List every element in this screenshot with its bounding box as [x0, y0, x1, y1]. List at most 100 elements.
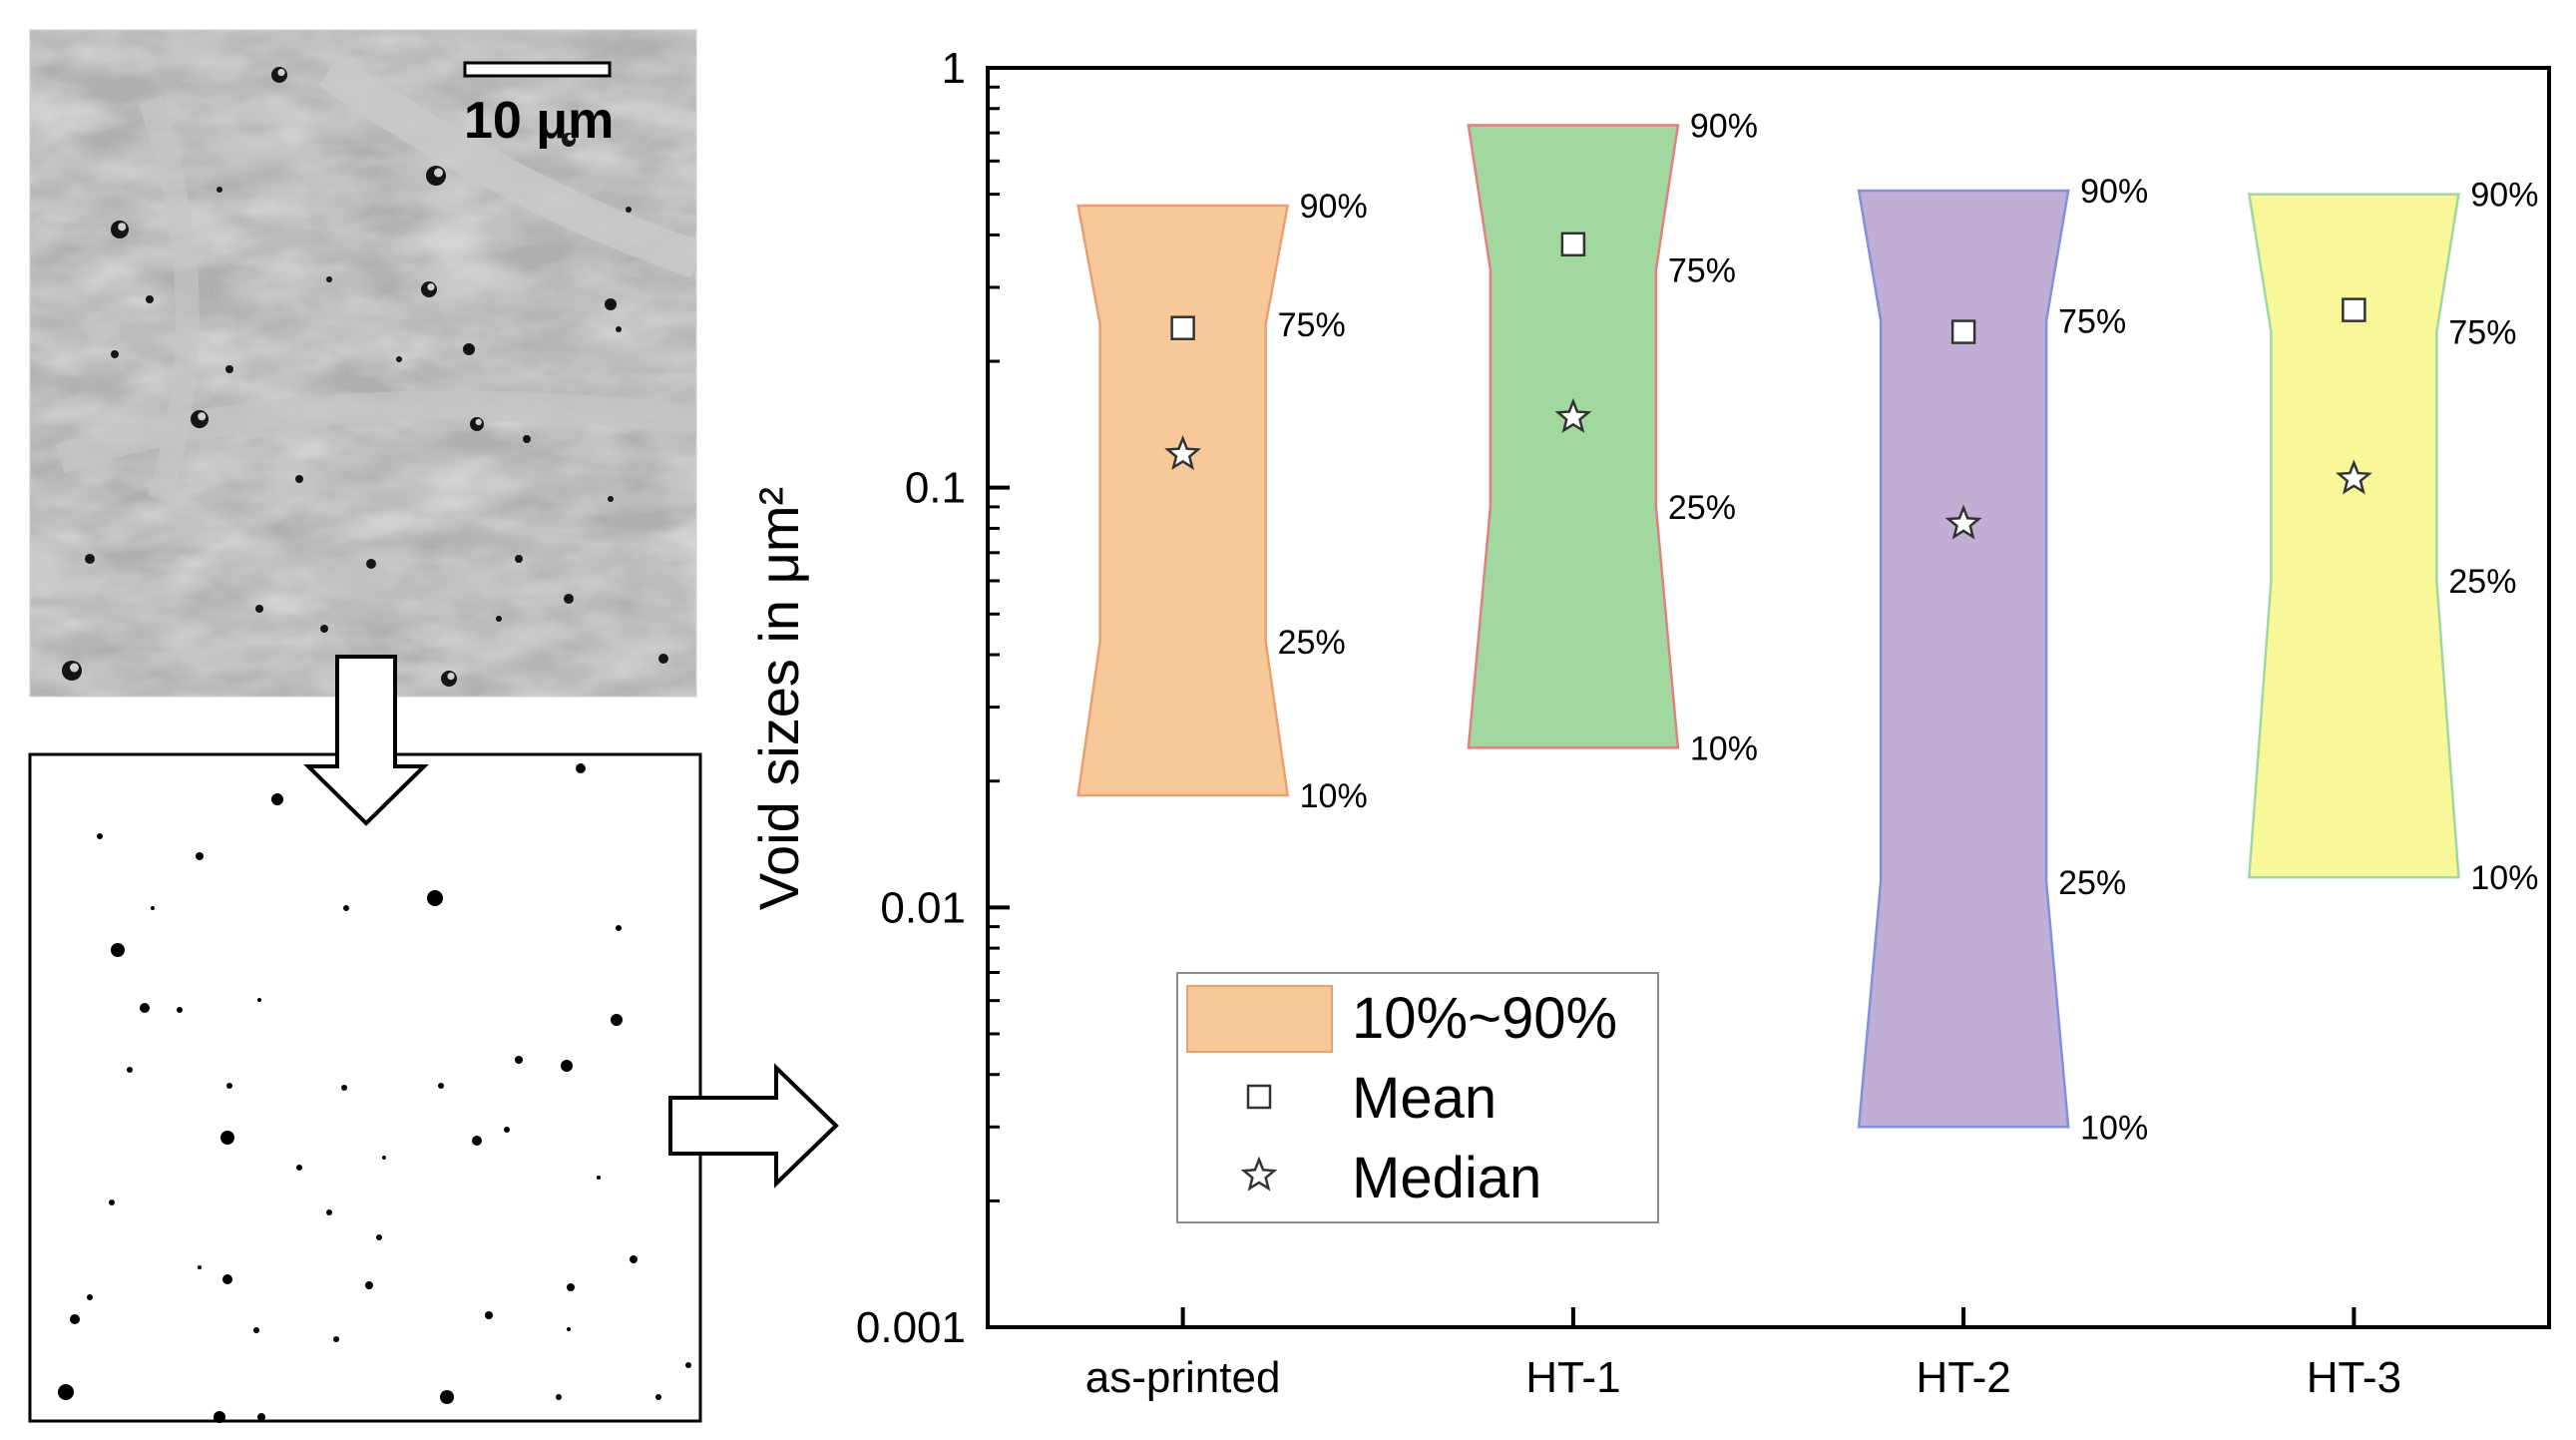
- label-p25: 25%: [1278, 624, 1346, 662]
- label-p25: 25%: [1668, 489, 1736, 527]
- legend-box-swatch: [1186, 985, 1333, 1053]
- sem-pore-highlight: [475, 418, 482, 426]
- sem-pore: [515, 555, 523, 563]
- binarized-pore: [616, 925, 622, 931]
- legend-label-mean: Mean: [1352, 1066, 1497, 1131]
- sem-pore: [605, 298, 617, 310]
- binarized-pore: [655, 1394, 661, 1400]
- y-tick-label: 0.01: [880, 883, 966, 932]
- sem-pore: [146, 295, 154, 303]
- label-p75: 75%: [1278, 306, 1346, 344]
- down-arrow: [303, 655, 429, 826]
- binarized-pore: [685, 1362, 691, 1368]
- label-p75: 75%: [2058, 302, 2126, 340]
- binarized-pore: [611, 1014, 623, 1026]
- sem-pore: [111, 350, 119, 358]
- binarized-pore: [214, 1411, 225, 1423]
- y-axis-label: Void sizes in μm²: [747, 487, 810, 910]
- mean-marker: [1950, 319, 1976, 344]
- median-marker: [2335, 459, 2372, 495]
- binarized-pore: [576, 763, 586, 773]
- label-p90: 90%: [1690, 107, 1758, 145]
- binarized-pore: [58, 1384, 74, 1400]
- binarized-pore: [253, 1327, 259, 1333]
- sem-pore: [626, 207, 632, 213]
- binarized-pore: [485, 1311, 493, 1319]
- binarized-pore: [365, 1281, 373, 1289]
- binarized-pore: [427, 890, 443, 906]
- binarized-pore: [556, 1394, 562, 1400]
- binarized-pore: [109, 1200, 115, 1205]
- y-tick-label: 0.1: [905, 464, 966, 513]
- binarized-pore: [271, 793, 283, 805]
- sem-pore: [396, 356, 402, 362]
- label-p25: 25%: [2058, 864, 2126, 902]
- median-marker: [1164, 435, 1202, 471]
- label-p75: 75%: [1668, 252, 1736, 290]
- void-size-chart: 90% 75% 25% 10% 90% 75% 25% 10% 90% 75% 25% 10% 90% 7…: [747, 44, 2551, 1402]
- legend: 10%~90% Mean Median: [1176, 972, 1659, 1223]
- binarized-pore: [127, 1067, 133, 1073]
- binarized-pore: [226, 1083, 232, 1089]
- scale-bar: 10 μm: [463, 61, 614, 150]
- plot-frame: [986, 66, 2551, 1329]
- binarized-pore: [630, 1255, 638, 1263]
- y-tick-label: 1: [942, 44, 966, 93]
- binarized-pore: [597, 1176, 601, 1180]
- binarized-pore: [561, 1060, 573, 1072]
- binarized-pore: [341, 1085, 347, 1091]
- binarized-pore: [567, 1283, 575, 1291]
- legend-label-median: Median: [1352, 1146, 1541, 1210]
- box-HT-1: [1467, 124, 1680, 749]
- sem-pore-highlight: [118, 223, 127, 232]
- sem-pore: [366, 559, 376, 569]
- x-tick-label: as-printed: [1085, 1353, 1281, 1402]
- binarized-image: [28, 752, 702, 1423]
- binarized-pore: [97, 833, 103, 839]
- binarized-pore: [438, 1083, 444, 1089]
- binarized-pore: [343, 905, 349, 911]
- binarized-pore: [196, 852, 204, 860]
- sem-pore: [326, 276, 332, 282]
- sem-pore: [658, 654, 668, 664]
- sem-pore: [85, 554, 95, 564]
- x-tick-label: HT-1: [1525, 1353, 1620, 1402]
- mean-marker: [1560, 232, 1586, 257]
- binarized-pore: [87, 1294, 93, 1300]
- binarized-pore: [333, 1336, 339, 1342]
- sem-pore: [320, 625, 328, 633]
- binarized-pore: [140, 1003, 150, 1013]
- percentile-boxes: 90% 75% 25% 10% 90% 75% 25% 10% 90% 75% 25% 10% 90% 7…: [1076, 107, 2538, 1147]
- sem-pore: [496, 616, 502, 622]
- binarized-pore: [198, 1265, 202, 1269]
- legend-label-range: 10%~90%: [1352, 986, 1617, 1051]
- sem-pore-highlight: [198, 412, 207, 421]
- binarized-pore: [382, 1156, 386, 1160]
- box-HT-3: [2247, 193, 2460, 879]
- sem-pore-highlight: [447, 673, 455, 681]
- label-p90: 90%: [2080, 173, 2148, 211]
- binarized-pore: [326, 1209, 332, 1215]
- box-HT-2: [1857, 189, 2070, 1129]
- binarized-pore: [177, 1007, 183, 1013]
- sem-pore: [295, 475, 303, 483]
- median-marker: [1554, 397, 1592, 433]
- label-p10: 10%: [1690, 729, 1758, 767]
- binarized-pore: [472, 1136, 482, 1146]
- box-as-printed: [1076, 204, 1290, 797]
- sem-pore: [608, 496, 614, 502]
- right-arrow: [668, 1063, 839, 1189]
- binarized-pore: [151, 906, 155, 910]
- binarized-pore: [515, 1056, 523, 1064]
- scale-bar-label: 10 μm: [464, 92, 614, 150]
- binarized-pore: [504, 1127, 510, 1133]
- binarized-pore: [70, 1314, 80, 1324]
- binarized-pore: [567, 1327, 571, 1331]
- sem-micrograph: [30, 30, 696, 697]
- x-tick-label: HT-2: [1916, 1353, 2010, 1402]
- sem-pore: [616, 326, 622, 332]
- binarized-pore: [220, 1131, 234, 1145]
- sem-pore-highlight: [567, 134, 574, 142]
- sem-pore-highlight: [277, 69, 285, 77]
